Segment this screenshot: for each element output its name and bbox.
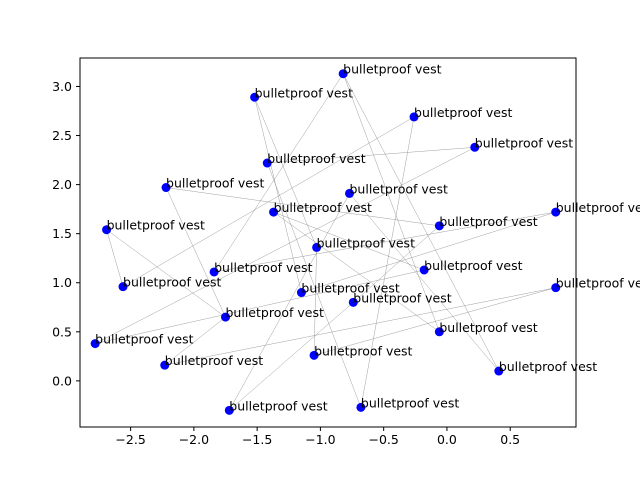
point-label: bulletproof vest	[123, 275, 221, 290]
connection-line	[360, 116, 415, 408]
plot-frame	[79, 57, 577, 428]
connection-lines	[95, 73, 556, 411]
point-label: bulletproof vest	[475, 135, 573, 150]
connection-line	[106, 229, 226, 318]
point-label: bulletproof vest	[343, 62, 441, 77]
connection-line	[342, 73, 500, 372]
data-point	[348, 297, 358, 307]
data-point	[551, 207, 561, 217]
connection-line	[273, 211, 440, 333]
connection-line	[166, 187, 440, 227]
point-labels: bulletproof vest bulletproof vest bulletpr…	[95, 62, 640, 414]
data-point	[250, 92, 260, 102]
point-label: bulletproof vest	[229, 398, 327, 413]
data-point	[118, 282, 128, 292]
point-label: bulletproof vest	[424, 258, 522, 273]
data-point	[90, 339, 100, 349]
connection-line	[353, 225, 440, 303]
point-label: bulletproof vest	[165, 353, 263, 368]
connection-line	[301, 211, 556, 293]
connection-line	[213, 73, 344, 273]
connection-line	[95, 269, 425, 344]
x-tick-label: −1.0	[305, 432, 335, 447]
data-point	[224, 405, 234, 415]
connection-line	[106, 229, 124, 287]
point-label: bulletproof vest	[317, 235, 415, 250]
point-label: bulletproof vest	[414, 105, 512, 120]
y-tick-label: 1.5	[52, 226, 72, 241]
point-label: bulletproof vest	[499, 359, 597, 374]
point-label: bulletproof vest	[439, 214, 537, 229]
connection-line	[164, 287, 556, 366]
connection-line	[349, 193, 500, 372]
x-tick-label: −2.0	[179, 432, 209, 447]
point-label: bulletproof vest	[350, 181, 448, 196]
point-label: bulletproof vest	[267, 151, 365, 166]
point-label: bulletproof vest	[314, 343, 412, 358]
point-label: bulletproof vest	[439, 320, 537, 335]
y-tick-label: 2.0	[52, 177, 72, 192]
y-tick-label: 1.0	[52, 275, 72, 290]
point-label: bulletproof vest	[274, 200, 372, 215]
connection-line	[273, 211, 425, 271]
connection-line	[314, 287, 556, 356]
connection-line	[164, 316, 226, 366]
connection-line	[165, 187, 226, 318]
data-point	[102, 225, 112, 235]
point-label: bulletproof vest	[556, 276, 640, 291]
point-label: bulletproof vest	[361, 395, 459, 410]
connection-line	[267, 147, 475, 164]
data-point	[312, 242, 322, 252]
data-point	[419, 265, 429, 275]
connection-line	[95, 147, 475, 344]
data-point	[494, 366, 504, 376]
data-point	[338, 69, 348, 79]
data-point	[269, 207, 279, 217]
y-tick-label: 0.0	[52, 373, 72, 388]
data-point	[209, 267, 219, 277]
data-point	[160, 360, 170, 370]
data-point	[309, 350, 319, 360]
data-point	[221, 312, 231, 322]
data-point	[356, 402, 366, 412]
data-points	[90, 69, 561, 415]
point-label: bulletproof vest	[556, 200, 640, 215]
x-tick-label: −1.5	[242, 432, 272, 447]
data-point	[551, 283, 561, 293]
connection-line	[214, 211, 556, 273]
point-label: bulletproof vest	[353, 290, 451, 305]
connection-line	[254, 97, 302, 293]
point-label: bulletproof vest	[107, 218, 205, 233]
x-tick-label: 0.0	[437, 432, 457, 447]
data-point	[345, 188, 355, 198]
data-point	[470, 142, 480, 152]
data-point	[161, 183, 171, 193]
data-point	[409, 112, 419, 122]
point-label: bulletproof vest	[95, 332, 193, 347]
data-point	[434, 327, 444, 337]
y-axis: 0.0 0.5 1.0 1.5 2.0 2.5 3.0	[52, 79, 80, 388]
point-label: bulletproof vest	[301, 281, 399, 296]
connection-line	[254, 97, 317, 248]
x-tick-label: −0.5	[368, 432, 398, 447]
y-tick-label: 3.0	[52, 79, 72, 94]
data-point	[262, 158, 272, 168]
point-label: bulletproof vest	[226, 305, 324, 320]
y-tick-label: 0.5	[52, 324, 72, 339]
data-point	[434, 221, 444, 231]
x-tick-label: 0.5	[500, 432, 520, 447]
x-tick-label: −2.5	[115, 432, 145, 447]
point-label: bulletproof vest	[214, 260, 312, 275]
connection-line	[342, 73, 440, 332]
connection-line	[229, 193, 350, 411]
y-tick-label: 2.5	[52, 128, 72, 143]
connection-line	[229, 302, 354, 411]
point-label: bulletproof vest	[255, 85, 353, 100]
connection-line	[313, 247, 317, 356]
data-point	[296, 288, 306, 298]
x-axis: −2.5 −2.0 −1.5 −1.0 −0.5 0.0 0.5	[115, 427, 520, 447]
point-label: bulletproof vest	[166, 176, 264, 191]
